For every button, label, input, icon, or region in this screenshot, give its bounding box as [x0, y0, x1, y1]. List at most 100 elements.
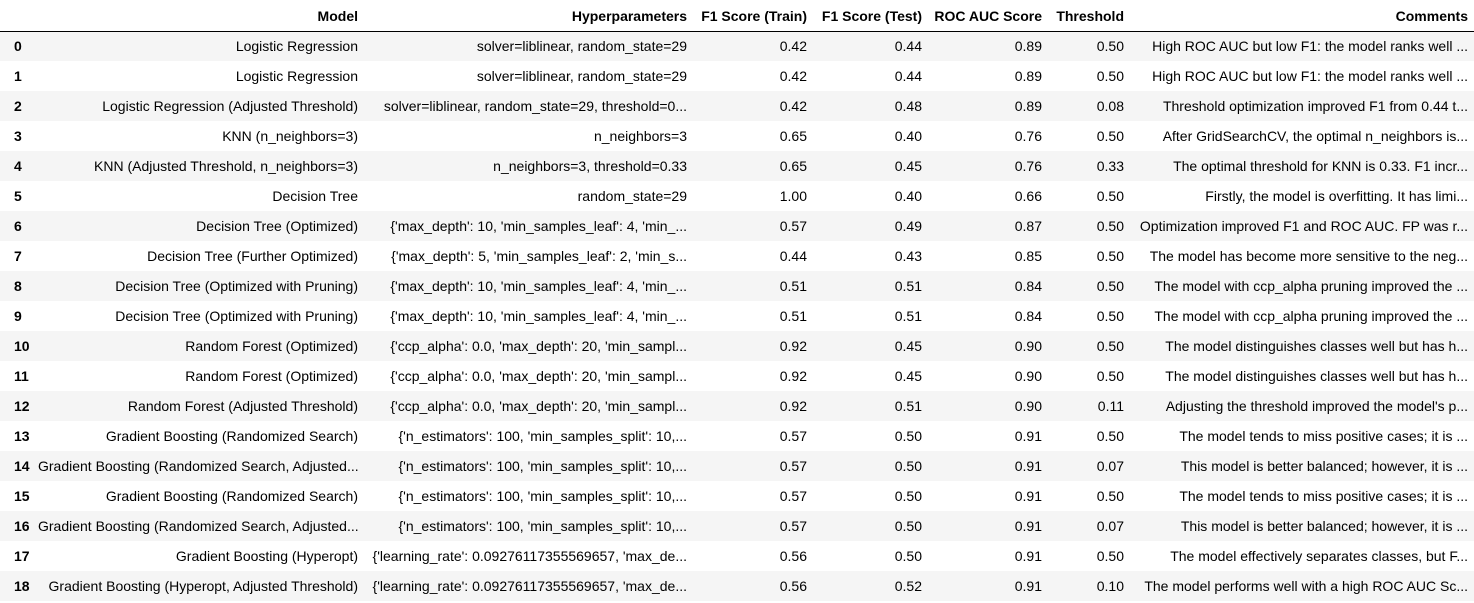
- cell-comments: High ROC AUC but low F1: the model ranks…: [1152, 38, 1468, 55]
- row-index: 11: [14, 368, 29, 384]
- header-index: [0, 0, 32, 32]
- table-row: 14 Gradient Boosting (Randomized Search, …: [0, 451, 1474, 481]
- cell-roc-auc: 0.90: [1014, 398, 1042, 414]
- table-row: 3 KNN (n_neighbors=3) n_neighbors=3 0.65 0.4…: [0, 121, 1474, 151]
- cell-f1-test: 0.44: [894, 68, 922, 84]
- cell-model: Logistic Regression (Adjusted Threshold): [102, 98, 358, 114]
- cell-hyperparameters: solver=liblinear, random_state=29: [476, 68, 687, 84]
- cell-roc-auc: 0.89: [1014, 98, 1042, 114]
- cell-f1-test: 0.50: [894, 518, 922, 534]
- cell-f1-train: 0.57: [779, 428, 807, 444]
- cell-f1-test: 0.51: [894, 398, 922, 414]
- cell-f1-test: 0.44: [894, 38, 922, 55]
- cell-comments: The model tends to miss positive cases; …: [1179, 428, 1468, 444]
- cell-threshold: 0.50: [1096, 188, 1124, 204]
- row-index: 0: [14, 38, 22, 55]
- cell-roc-auc: 0.84: [1014, 308, 1042, 324]
- cell-model: Gradient Boosting (Randomized Search, Ad…: [38, 518, 359, 534]
- cell-model: Decision Tree: [272, 188, 358, 204]
- cell-hyperparameters: {'max_depth': 5, 'min_samples_leaf': 2, …: [391, 248, 687, 264]
- table-row: 10 Random Forest (Optimized) {'ccp_alpha':…: [0, 331, 1474, 361]
- cell-comments: The model effectively separates classes,…: [1170, 548, 1468, 564]
- header-comments: Comments: [1130, 0, 1474, 32]
- row-index: 15: [14, 488, 30, 504]
- cell-f1-test: 0.50: [894, 428, 922, 444]
- cell-f1-test: 0.52: [894, 578, 922, 594]
- cell-f1-train: 0.57: [779, 458, 807, 474]
- cell-model: Random Forest (Adjusted Threshold): [127, 398, 358, 414]
- cell-threshold: 0.50: [1096, 548, 1124, 564]
- cell-f1-train: 0.57: [779, 518, 807, 534]
- cell-roc-auc: 0.76: [1014, 128, 1042, 144]
- cell-model: Gradient Boosting (Randomized Search, Ad…: [38, 458, 359, 474]
- row-index: 12: [14, 398, 30, 414]
- cell-threshold: 0.50: [1096, 248, 1124, 264]
- cell-threshold: 0.50: [1096, 218, 1124, 234]
- cell-comments: After GridSearchCV, the optimal n_neighb…: [1162, 128, 1468, 144]
- row-index: 6: [14, 218, 22, 234]
- cell-f1-train: 0.42: [779, 38, 807, 55]
- cell-f1-train: 0.51: [779, 308, 807, 324]
- table-row: 0 Logistic Regression solver=liblinear, ra…: [0, 31, 1474, 61]
- cell-f1-train: 0.57: [779, 218, 807, 234]
- cell-comments: The model tends to miss positive cases; …: [1179, 488, 1468, 504]
- cell-model: Logistic Regression: [235, 38, 358, 55]
- cell-f1-test: 0.51: [894, 308, 922, 324]
- cell-f1-train: 0.42: [779, 68, 807, 84]
- cell-f1-test: 0.48: [894, 98, 922, 114]
- cell-hyperparameters: {'n_estimators': 100, 'min_samples_split…: [398, 488, 688, 504]
- cell-comments: This model is better balanced; however, …: [1180, 458, 1468, 474]
- cell-hyperparameters: {'n_estimators': 100, 'min_samples_split…: [398, 428, 688, 444]
- table-row: 2 Logistic Regression (Adjusted Threshold…: [0, 91, 1474, 121]
- cell-hyperparameters: {'ccp_alpha': 0.0, 'max_depth': 20, 'min…: [390, 338, 687, 354]
- cell-hyperparameters: {'max_depth': 10, 'min_samples_leaf': 4,…: [390, 218, 687, 234]
- row-index: 9: [14, 308, 22, 324]
- table-row: 17 Gradient Boosting (Hyperopt) {'learning…: [0, 541, 1474, 571]
- cell-roc-auc: 0.91: [1014, 518, 1042, 534]
- cell-f1-train: 0.51: [779, 278, 807, 294]
- cell-hyperparameters: {'ccp_alpha': 0.0, 'max_depth': 20, 'min…: [390, 398, 687, 414]
- table-row: 16 Gradient Boosting (Randomized Search, …: [0, 511, 1474, 541]
- cell-roc-auc: 0.66: [1014, 188, 1042, 204]
- row-index: 8: [14, 278, 22, 294]
- cell-roc-auc: 0.90: [1014, 368, 1042, 384]
- cell-model: Random Forest (Optimized): [185, 368, 358, 384]
- cell-comments: The optimal threshold for KNN is 0.33. F…: [1173, 158, 1468, 174]
- row-index: 4: [14, 158, 22, 174]
- row-index: 1: [14, 68, 22, 84]
- header-model: Model: [32, 0, 364, 32]
- cell-f1-train: 0.92: [779, 338, 807, 354]
- cell-roc-auc: 0.91: [1014, 548, 1042, 564]
- cell-threshold: 0.50: [1096, 38, 1124, 55]
- cell-roc-auc: 0.91: [1014, 458, 1042, 474]
- cell-model: Decision Tree (Optimized): [196, 218, 358, 234]
- cell-f1-test: 0.43: [894, 248, 922, 264]
- cell-roc-auc: 0.89: [1014, 68, 1042, 84]
- cell-comments: The model with ccp_alpha pruning improve…: [1154, 278, 1468, 294]
- table-row: 5 Decision Tree random_state=29 1.00 0.40 0.6…: [0, 181, 1474, 211]
- cell-hyperparameters: {'ccp_alpha': 0.0, 'max_depth': 20, 'min…: [390, 368, 687, 384]
- cell-threshold: 0.50: [1096, 128, 1124, 144]
- header-roc-auc: ROC AUC Score: [928, 0, 1048, 32]
- cell-hyperparameters: {'max_depth': 10, 'min_samples_leaf': 4,…: [390, 278, 687, 294]
- table-row: 9 Decision Tree (Optimized with Pruning) {…: [0, 301, 1474, 331]
- cell-roc-auc: 0.91: [1014, 428, 1042, 444]
- cell-threshold: 0.07: [1096, 458, 1124, 474]
- cell-f1-test: 0.49: [894, 218, 922, 234]
- cell-comments: The model with ccp_alpha pruning improve…: [1154, 308, 1468, 324]
- cell-roc-auc: 0.85: [1014, 248, 1042, 264]
- header-f1-train: F1 Score (Train): [693, 0, 813, 32]
- cell-model: KNN (n_neighbors=3): [222, 128, 358, 144]
- header-threshold: Threshold: [1048, 0, 1130, 32]
- table-body: 0 Logistic Regression solver=liblinear, ra…: [0, 31, 1474, 601]
- cell-comments: The model performs well with a high ROC …: [1144, 578, 1468, 594]
- cell-roc-auc: 0.76: [1014, 158, 1042, 174]
- row-index: 17: [14, 548, 30, 564]
- cell-hyperparameters: {'learning_rate': 0.09276117355569657, '…: [372, 548, 687, 564]
- cell-model: Decision Tree (Further Optimized): [147, 248, 358, 264]
- cell-comments: Optimization improved F1 and ROC AUC. FP…: [1139, 218, 1468, 234]
- cell-roc-auc: 0.91: [1014, 578, 1042, 594]
- cell-f1-test: 0.45: [894, 368, 922, 384]
- cell-model: Logistic Regression: [235, 68, 358, 84]
- cell-threshold: 0.50: [1096, 308, 1124, 324]
